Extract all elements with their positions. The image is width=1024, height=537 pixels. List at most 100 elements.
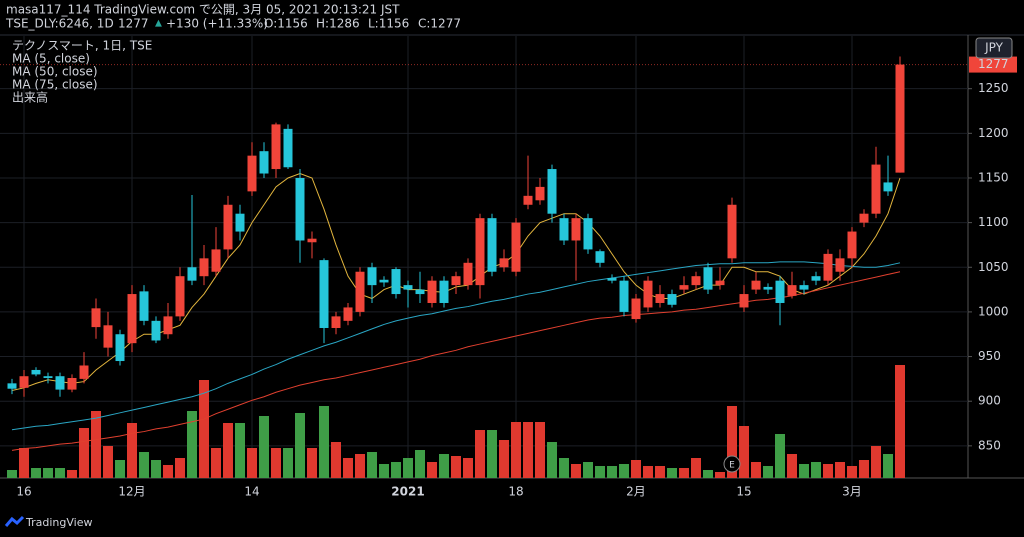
- legend-symbol: テクノスマート, 1日, TSE: [12, 39, 152, 53]
- volume-bar: [91, 411, 101, 478]
- candle-body: [127, 294, 137, 344]
- currency: JPY: [984, 41, 1004, 55]
- candle-body: [619, 280, 629, 312]
- volume-bar: [7, 470, 17, 478]
- volume-bar: [271, 448, 281, 478]
- volume-bar: [247, 448, 257, 478]
- volume-bar: [115, 460, 125, 478]
- volume-bar: [739, 426, 749, 478]
- candle-body: [475, 218, 485, 286]
- candle-body: [307, 238, 317, 243]
- volume-bar: [55, 468, 65, 478]
- volume-bar: [895, 365, 905, 478]
- volume-bar: [487, 430, 497, 478]
- header-close: C:1277: [418, 17, 461, 31]
- volume-bar: [451, 456, 461, 478]
- candle-body: [883, 182, 893, 192]
- volume-bar: [463, 458, 473, 478]
- candle-body: [139, 291, 149, 321]
- volume-bar: [859, 460, 869, 478]
- x-tick-label: 14: [244, 485, 259, 499]
- candle-body: [667, 294, 677, 305]
- volume-bar: [19, 448, 29, 478]
- x-tick-label: 18: [508, 485, 523, 499]
- candle-body: [463, 262, 473, 286]
- candle-body: [835, 258, 845, 272]
- candle-body: [727, 204, 737, 259]
- x-tick-label: 12月: [118, 485, 145, 499]
- candle-body: [775, 280, 785, 303]
- volume-bar: [151, 460, 161, 478]
- candle-body: [343, 307, 353, 321]
- candle-body: [847, 231, 857, 259]
- volume-bar: [79, 428, 89, 478]
- legend-ma75: MA (75, close): [12, 78, 98, 92]
- volume-bar: [775, 434, 785, 478]
- volume-bar: [607, 466, 617, 478]
- volume-bar: [823, 464, 833, 478]
- legend-ma50: MA (50, close): [12, 65, 98, 79]
- volume-bar: [439, 454, 449, 478]
- volume-bar: [679, 468, 689, 478]
- volume-bar: [223, 423, 233, 478]
- y-tick-label: 1000: [978, 304, 1009, 318]
- volume-bar: [391, 462, 401, 478]
- volume-bar: [499, 440, 509, 478]
- candle-body: [859, 213, 869, 223]
- volume-bar: [31, 468, 41, 478]
- candle-body: [763, 286, 773, 290]
- volume-bar: [139, 452, 149, 478]
- candle-body: [799, 285, 809, 290]
- x-tick-label: 3月: [842, 485, 862, 499]
- candle-body: [319, 260, 329, 328]
- candle-body: [595, 251, 605, 263]
- volume-bar: [631, 460, 641, 478]
- volume-bar: [583, 462, 593, 478]
- volume-bar: [667, 468, 677, 478]
- candle-body: [91, 308, 101, 328]
- footer: TradingView: [25, 516, 92, 529]
- candle-body: [535, 186, 545, 201]
- y-tick-label: 1200: [978, 126, 1009, 140]
- candle-body: [823, 253, 833, 281]
- candle-body: [751, 280, 761, 290]
- volume-bar: [127, 423, 137, 478]
- candle-body: [19, 376, 29, 388]
- volume-bar: [367, 452, 377, 478]
- y-tick-label: 950: [978, 349, 1001, 363]
- volume-bar: [427, 462, 437, 478]
- volume-bar: [511, 422, 521, 478]
- currency-box[interactable]: [975, 37, 1013, 59]
- candle-body: [739, 294, 749, 308]
- volume-bar: [547, 442, 557, 478]
- x-tick-label: 2月: [626, 485, 646, 499]
- volume-bar: [559, 458, 569, 478]
- candle-body: [391, 269, 401, 295]
- volume-bar: [799, 464, 809, 478]
- x-tick-label: 15: [736, 485, 751, 499]
- volume-bar: [67, 470, 77, 478]
- last-price-tag: [969, 56, 1017, 73]
- candle-body: [331, 316, 341, 328]
- header-low: L:1156: [368, 17, 409, 31]
- volume-bar: [403, 458, 413, 478]
- volume-bar: [847, 466, 857, 478]
- header-open: O:1156: [264, 17, 308, 31]
- volume-bar: [211, 448, 221, 478]
- candle-body: [271, 124, 281, 170]
- footer-logo: [4, 515, 25, 527]
- header-high: H:1286: [316, 17, 360, 31]
- candle-body: [355, 271, 365, 312]
- legend-volume: 出来高: [12, 90, 48, 105]
- volume-bar: [643, 466, 653, 478]
- volume-bar: [883, 454, 893, 478]
- volume-bar: [43, 468, 53, 478]
- candle-body: [427, 280, 437, 303]
- candle-body: [523, 195, 533, 205]
- legend-ma5: MA (5, close): [12, 52, 90, 66]
- volume-bar: [703, 470, 713, 478]
- candle-body: [211, 249, 221, 272]
- candle-body: [31, 369, 41, 375]
- candle-body: [367, 267, 377, 286]
